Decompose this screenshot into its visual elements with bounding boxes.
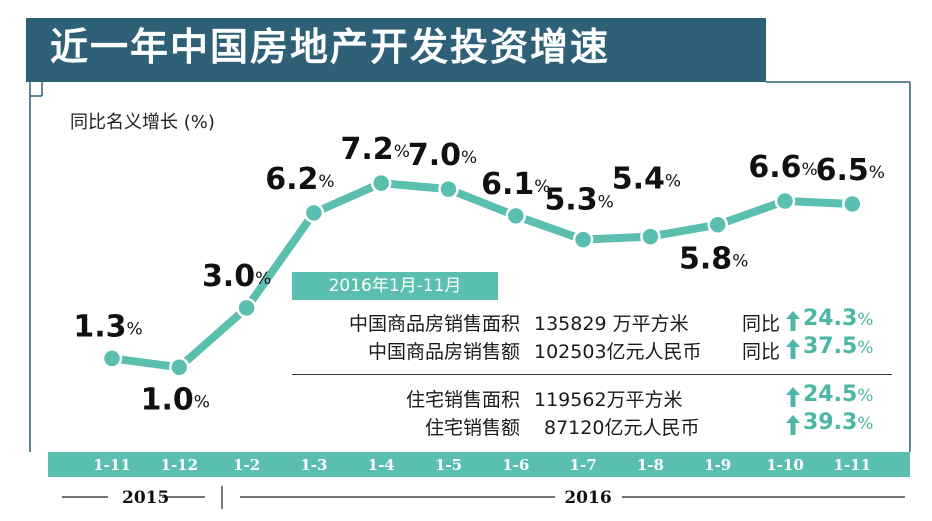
- data-label: 6.6%: [748, 150, 817, 185]
- up-arrow-icon: [786, 339, 800, 359]
- x-tick-label: 1-11: [93, 456, 131, 474]
- title-bar: [26, 18, 766, 82]
- data-point: [572, 229, 594, 250]
- info-row-3-pct-unit: %: [857, 386, 874, 406]
- data-label: 6.1%: [481, 167, 550, 202]
- up-arrow-icon: [786, 387, 800, 407]
- x-tick-label: 1-4: [368, 456, 395, 474]
- year-label: 2015: [122, 488, 169, 508]
- info-row-4-label: 住宅销售额: [424, 417, 520, 439]
- info-row-4-pct-value: 39.3: [803, 410, 858, 435]
- info-row-3-value: 119562万平方米: [534, 389, 683, 411]
- info-row-3-pct-value: 24.5: [803, 382, 858, 407]
- x-tick-label: 1-12: [161, 456, 199, 474]
- info-row-2-compare: 同比: [742, 341, 781, 363]
- data-label: 7.0%: [408, 138, 477, 173]
- data-label: 5.4%: [612, 162, 681, 197]
- info-row-3-label: 住宅销售面积: [405, 389, 520, 411]
- data-label: 6.2%: [265, 162, 334, 197]
- info-row-1-value: 135829 万平方米: [534, 313, 689, 335]
- info-row-2-value: 102503亿元人民币: [534, 341, 702, 363]
- year-groups: 2015 2016: [62, 486, 905, 509]
- x-tick-label: 1-9: [704, 456, 731, 474]
- data-point: [101, 348, 123, 369]
- x-tick-label: 1-8: [637, 456, 664, 474]
- data-label: 7.2%: [341, 132, 410, 167]
- year-label: 2016: [564, 488, 611, 508]
- data-point: [505, 205, 527, 227]
- up-arrow-icon: [786, 415, 800, 435]
- info-row-1-pct-value: 24.3: [803, 306, 858, 331]
- data-label: 5.3%: [544, 183, 613, 218]
- data-labels: 1.3% 1.0% 3.0% 6.2%7.2%7.0%6.1%5.3%5.4% 5.8%…: [73, 132, 885, 417]
- data-point: [640, 226, 661, 247]
- info-row-2-pct-value: 37.5: [803, 334, 858, 359]
- y-axis-label: 同比名义增长 (%): [70, 112, 215, 133]
- chart-title: 近一年中国房地产开发投资增速: [50, 25, 611, 69]
- data-point: [774, 190, 796, 212]
- x-tick-label: 1-3: [300, 456, 327, 474]
- x-axis-band-rect: [48, 452, 910, 477]
- x-tick-label: 1-5: [435, 456, 462, 474]
- x-tick-label: 1-6: [502, 456, 529, 474]
- x-axis-band: [48, 452, 910, 477]
- x-tick-label: 1-10: [766, 456, 804, 474]
- info-row-1-compare: 同比: [742, 313, 781, 335]
- chart-frame: [29, 81, 911, 452]
- up-arrow-icon: [786, 311, 800, 331]
- x-tick-label: 1-2: [233, 456, 260, 474]
- info-row-4-pct: 39.3%: [803, 410, 873, 435]
- x-tick-labels: 1-11 1-12 1-2 1-3 1-4 1-5 1-6 1-7 1-8 1-9 1-10 1-11: [93, 456, 871, 474]
- info-row-2-label: 中国商品房销售额: [367, 341, 520, 363]
- data-point: [236, 297, 257, 319]
- info-row-1-label: 中国商品房销售面积: [348, 313, 520, 335]
- data-label: 1.3%: [73, 309, 142, 344]
- series-line-layer: [108, 179, 857, 372]
- data-label: 6.5%: [816, 153, 885, 188]
- data-points: [101, 172, 863, 378]
- info-row-1-pct: 24.3%: [803, 306, 873, 331]
- data-point: [303, 202, 325, 224]
- info-box-header: 2016年1月-11月: [292, 272, 498, 300]
- data-point: [707, 214, 728, 235]
- info-row-2-pct: 37.5%: [803, 334, 873, 359]
- info-row-1-pct-unit: %: [857, 310, 874, 330]
- info-row-3-pct: 24.5%: [803, 382, 873, 407]
- data-point: [842, 193, 863, 215]
- info-separator: [292, 374, 892, 375]
- info-row-4-pct-unit: %: [857, 414, 874, 434]
- data-label: 5.8%: [679, 242, 748, 277]
- x-tick-label: 1-7: [570, 456, 597, 474]
- series-line: [108, 179, 857, 372]
- info-row-4-value: 87120亿元人民币: [544, 417, 700, 439]
- data-label: 3.0%: [202, 259, 271, 294]
- x-tick-label: 1-11: [834, 456, 872, 474]
- data-point: [438, 178, 459, 200]
- info-row-2-pct-unit: %: [857, 338, 874, 358]
- data-point: [370, 172, 392, 194]
- data-label: 1.0%: [141, 382, 210, 417]
- data-point: [169, 357, 190, 378]
